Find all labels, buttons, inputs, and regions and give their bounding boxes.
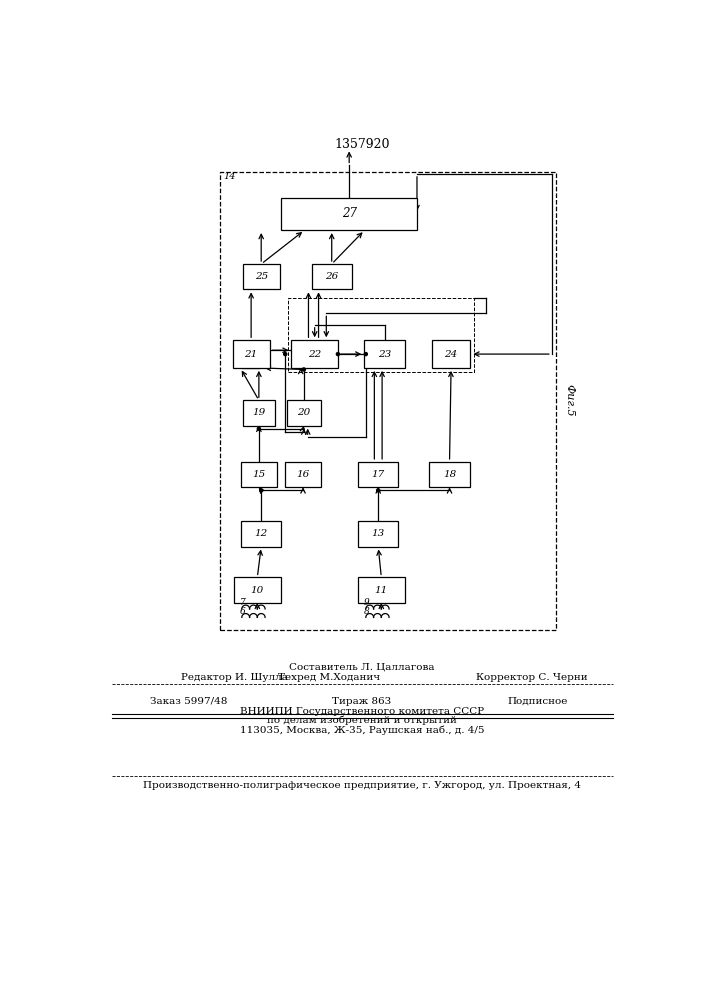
Bar (429, 462, 469, 487)
Text: Заказ 5997/48: Заказ 5997/48 (151, 697, 228, 706)
Circle shape (284, 353, 287, 356)
Bar (233, 340, 270, 368)
Text: 14: 14 (223, 172, 235, 181)
Text: 24: 24 (445, 350, 457, 359)
Text: 18: 18 (443, 470, 456, 479)
Text: Фиг.5: Фиг.5 (565, 384, 575, 417)
Bar (358, 521, 398, 547)
Text: Редактор И. Шулла: Редактор И. Шулла (182, 673, 288, 682)
Text: Производственно-полиграфическое предприятие, г. Ужгород, ул. Проектная, 4: Производственно-полиграфическое предприя… (143, 781, 581, 790)
Circle shape (364, 353, 368, 356)
Bar (243, 264, 280, 289)
Circle shape (377, 489, 380, 492)
Text: Корректор С. Черни: Корректор С. Черни (476, 673, 588, 682)
Text: 6: 6 (240, 607, 245, 616)
Text: 27: 27 (341, 207, 356, 220)
Bar (291, 340, 338, 368)
Text: 19: 19 (252, 408, 266, 417)
Text: 26: 26 (325, 272, 339, 281)
Bar (358, 462, 398, 487)
Text: 17: 17 (372, 470, 385, 479)
Circle shape (337, 353, 339, 356)
Text: 10: 10 (251, 586, 264, 595)
Circle shape (259, 489, 263, 492)
Bar (234, 577, 281, 603)
Text: Составитель Л. Цаллагова: Составитель Л. Цаллагова (289, 662, 435, 671)
Text: 1357920: 1357920 (334, 138, 390, 151)
Text: 11: 11 (375, 586, 388, 595)
Text: Тираж 863: Тираж 863 (332, 697, 392, 706)
Text: 22: 22 (308, 350, 321, 359)
Text: 12: 12 (255, 529, 268, 538)
Text: 113035, Москва, Ж-35, Раушская наб., д. 4/5: 113035, Москва, Ж-35, Раушская наб., д. … (240, 725, 484, 735)
Text: по делам изобретений и открытий: по делам изобретений и открытий (267, 716, 457, 725)
Bar (364, 340, 405, 368)
Text: Техред М.Ходанич: Техред М.Ходанич (278, 673, 380, 682)
Bar (241, 521, 281, 547)
Text: 7: 7 (240, 598, 245, 607)
Bar (285, 462, 321, 487)
Bar (287, 400, 321, 426)
Bar (243, 400, 275, 426)
Bar (220, 172, 556, 630)
Text: 16: 16 (296, 470, 310, 479)
Bar (358, 577, 404, 603)
Bar (281, 198, 417, 230)
Text: ВНИИПИ Государственного комитета СССР: ВНИИПИ Государственного комитета СССР (240, 707, 484, 716)
Bar (241, 462, 276, 487)
Text: 8: 8 (363, 607, 369, 616)
Text: 13: 13 (372, 529, 385, 538)
Circle shape (303, 368, 305, 371)
Text: 15: 15 (252, 470, 266, 479)
Text: 21: 21 (245, 350, 258, 359)
Text: 25: 25 (255, 272, 268, 281)
Circle shape (257, 427, 260, 430)
Bar (288, 298, 474, 372)
Bar (312, 264, 352, 289)
Text: 20: 20 (297, 408, 310, 417)
Text: 9: 9 (363, 598, 369, 607)
Text: 23: 23 (378, 350, 392, 359)
Bar (432, 340, 470, 368)
Text: Подписное: Подписное (508, 697, 568, 706)
